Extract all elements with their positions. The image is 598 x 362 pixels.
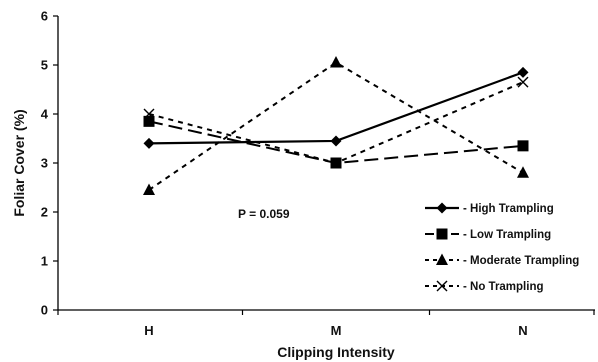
y-tick-label: 0: [41, 303, 48, 318]
x-tick-label: M: [331, 323, 342, 338]
legend-label: - No Trampling: [463, 281, 544, 293]
x-axis-title: Clipping Intensity: [277, 344, 395, 360]
series-line: [148, 61, 524, 191]
data-point: [143, 115, 155, 127]
data-point: [517, 140, 529, 152]
y-axis-title: Foliar Cover (%): [11, 109, 27, 216]
legend-item-high-trampling: - High Trampling: [425, 202, 554, 215]
series-no-trampling: [143, 76, 529, 169]
series-layer: [143, 56, 529, 195]
y-tick-label: 3: [41, 156, 48, 171]
axes: 0 1 2 3 4 5 6 H M N: [41, 9, 595, 338]
y-tick-label: 1: [41, 254, 48, 269]
legend-marker: [436, 202, 448, 214]
series-moderate-trampling: [143, 56, 529, 195]
data-point: [330, 56, 342, 68]
legend-item-moderate-trampling: - Moderate Trampling: [425, 253, 579, 267]
x-marker-stroke: [436, 280, 448, 292]
legend-label: - Low Trampling: [463, 229, 551, 241]
legend-item-no-trampling: - No Trampling: [425, 280, 544, 293]
legend-marker: [436, 280, 448, 292]
x-marker-stroke: [330, 157, 342, 169]
y-tick-label: 5: [41, 58, 48, 73]
data-point: [143, 183, 155, 195]
series-high-trampling: [143, 66, 529, 149]
legend-label: - Moderate Trampling: [463, 255, 579, 267]
series-line: [148, 71, 524, 145]
y-axis-title-group: Foliar Cover (%): [11, 109, 27, 216]
data-point: [143, 108, 155, 120]
legend: - High Trampling - Low Trampling - Moderat…: [425, 202, 579, 293]
y-tick-label: 2: [41, 205, 48, 220]
data-point: [143, 137, 155, 149]
x-tick-label: H: [144, 323, 153, 338]
data-point: [330, 157, 342, 169]
legend-item-low-trampling: - Low Trampling: [425, 228, 551, 241]
data-point: [517, 166, 529, 178]
x-marker-stroke: [143, 108, 155, 120]
x-tick-label: N: [518, 323, 527, 338]
data-point: [517, 76, 529, 88]
y-tick-label: 4: [41, 107, 49, 122]
p-value-annotation: P = 0.059: [238, 207, 290, 221]
legend-marker: [436, 253, 448, 265]
legend-label: - High Trampling: [463, 203, 554, 215]
data-point: [330, 135, 342, 147]
data-point: [517, 66, 529, 78]
x-marker-stroke: [517, 76, 529, 88]
legend-marker: [436, 228, 448, 240]
y-tick-label: 6: [41, 9, 48, 24]
